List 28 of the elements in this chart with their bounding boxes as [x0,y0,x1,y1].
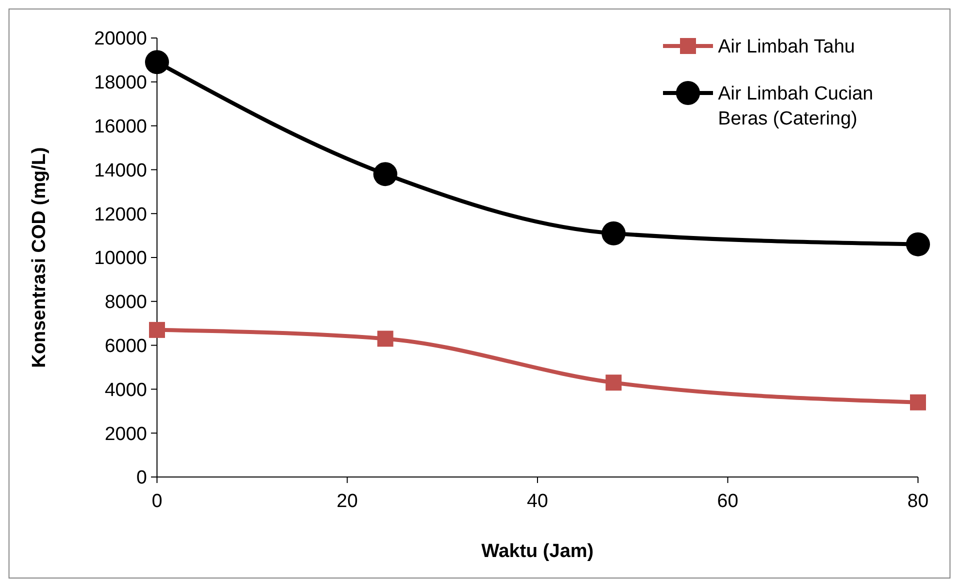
y-tick-label: 18000 [94,72,147,94]
y-tick-label: 6000 [104,336,147,357]
y-tick-label: 8000 [104,292,147,314]
x-tick-label: 20 [336,491,358,512]
y-tick-label: 20000 [94,28,147,50]
point [602,221,626,246]
point [149,322,165,338]
x-tick-label: 80 [907,491,929,512]
legend-label: Air Limbah Cucian Beras (Catering) [718,84,874,130]
point [910,394,926,410]
y-tick-label: 2000 [104,424,147,445]
x-tick-label: 60 [717,491,738,512]
y-tick-label: 12000 [94,204,147,226]
point [373,162,398,186]
x-axis-title: Waktu (Jam) [481,541,594,562]
y-tick-label: 4000 [104,380,147,401]
point [145,50,169,74]
y-tick-label: 0 [136,468,147,489]
x-tick-label: 40 [526,491,548,512]
y-tick-label: 10000 [94,248,147,270]
x-tick-label: 0 [152,491,162,512]
point [377,330,394,347]
y-tick-label: 14000 [94,160,147,182]
point [906,232,930,256]
y-tick-label: 16000 [94,116,147,138]
legend-label: Air Limbah Tahu [718,36,855,58]
y-axis-title: Konsentrasi COD (mg/L) [29,147,50,368]
point [606,374,622,391]
